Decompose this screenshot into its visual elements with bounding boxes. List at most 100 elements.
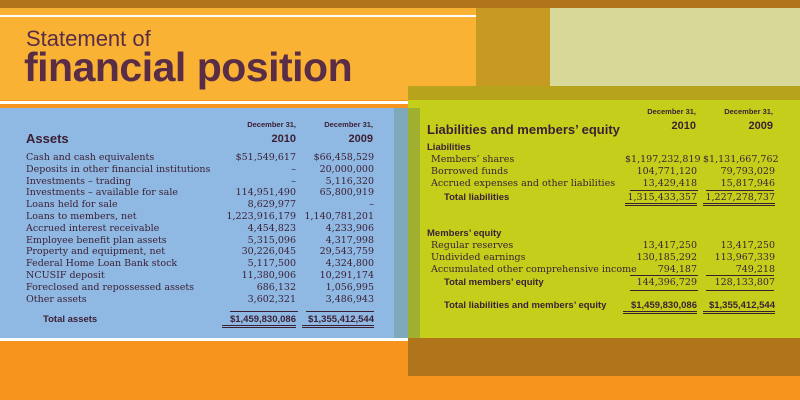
assets-col-2009-header: December 31, 2009 [324, 120, 373, 145]
liability-row: Borrowed funds 104,771,120 79,793,029 [427, 166, 777, 178]
asset-value-2010: 5,117,500 [247, 258, 296, 270]
asset-value-2010: – [291, 175, 296, 187]
liability-value-2010: $1,197,232,819 [625, 154, 701, 165]
grand-total-label: Total liabilities and members’ equity [444, 300, 607, 311]
title-line2: financial position [24, 44, 353, 90]
asset-value-2009: 20,000,000 [319, 163, 374, 175]
asset-value-2009: 4,233,906 [325, 222, 374, 234]
asset-label: Cash and cash equivalents [26, 152, 155, 163]
asset-row: Property and equipment, net 30,226,045 29,… [26, 246, 376, 258]
liability-value-2009: 79,793,029 [720, 166, 775, 177]
asset-row: Federal Home Loan Bank stock 5,117,500 4,3… [26, 258, 376, 270]
asset-row: NCUSIF deposit 11,380,906 10,291,174 [26, 270, 376, 282]
bottom-dark-block [408, 338, 800, 376]
asset-value-2009: $66,458,529 [313, 152, 374, 163]
asset-label: Accrued interest receivable [26, 222, 160, 234]
equity-value-2010: 130,185,292 [636, 252, 697, 263]
assets-panel [0, 108, 408, 338]
asset-value-2009: 4,317,998 [325, 234, 374, 246]
equity-total-row: Total members’ equity 144,396,729 128,13… [427, 277, 777, 289]
equity-total-2010: 144,396,729 [636, 277, 697, 288]
grand-total-2009: $1,355,412,544 [703, 300, 775, 314]
liab-total-2009: 1,227,278,737 [703, 192, 775, 206]
equity-value-2009: 749,218 [735, 264, 775, 275]
equity-subheading: Members’ equity [427, 228, 502, 239]
assets-panel-edge [394, 108, 408, 338]
white-line-mid [0, 101, 408, 104]
asset-value-2009: – [369, 199, 374, 211]
asset-row: Employee benefit plan assets 5,315,096 4,3… [26, 235, 376, 247]
equity-row: Undivided earnings 130,185,292 113,967,339 [427, 252, 777, 264]
asset-row: Accrued interest receivable 4,454,823 4,23… [26, 223, 376, 235]
liab-total-label: Total liabilities [444, 192, 510, 203]
asset-value-2010: 686,132 [256, 281, 296, 293]
equity-row: Accumulated other comprehensive income 79… [427, 264, 777, 276]
liability-label: Accrued expenses and other liabilities [431, 178, 616, 189]
asset-value-2010: 3,602,321 [247, 293, 296, 305]
liability-row: Accrued expenses and other liabilities 13… [427, 178, 777, 190]
asset-label: Deposits in other financial institutions [26, 163, 211, 175]
assets-total-2009: $1,355,412,544 [302, 314, 374, 328]
asset-label: Other assets [26, 293, 87, 305]
asset-value-2009: 4,324,800 [325, 258, 374, 270]
asset-value-2010: 5,315,096 [247, 234, 296, 246]
equity-value-2010: 794,187 [657, 264, 697, 275]
asset-label: Property and equipment, net [26, 246, 166, 258]
asset-value-2010: 8,629,977 [247, 199, 296, 211]
equity-total-rule-2009 [706, 275, 774, 276]
asset-value-2010: 1,223,916,179 [226, 211, 296, 222]
white-line-top [0, 15, 476, 17]
asset-row: Foreclosed and repossessed assets 686,132… [26, 282, 376, 294]
asset-row: Investments – available for sale 114,951,… [26, 187, 376, 199]
asset-value-2009: 10,291,174 [319, 270, 374, 281]
asset-label: Loans to members, net [26, 211, 137, 222]
asset-label: Federal Home Loan Bank stock [26, 258, 178, 270]
assets-total-label: Total assets [43, 314, 98, 325]
asset-row: Loans to members, net 1,223,916,179 1,140,… [26, 211, 376, 223]
liability-value-2009: $1,131,667,762 [703, 154, 779, 165]
assets-total-rule-2010 [230, 311, 298, 312]
asset-value-2010: 4,454,823 [247, 222, 296, 234]
asset-label: NCUSIF deposit [26, 270, 105, 281]
asset-row: Cash and cash equivalents $51,549,617 $66,… [26, 152, 376, 164]
assets-total-2010: $1,459,830,086 [222, 314, 296, 328]
assets-total-rule-2009 [306, 311, 374, 312]
asset-value-2009: 1,140,781,201 [304, 211, 374, 222]
liability-value-2009: 15,817,946 [720, 178, 775, 189]
grand-total-2010: $1,459,830,086 [623, 300, 697, 314]
header-light-panel [550, 8, 800, 86]
equity-total-label: Total members’ equity [444, 277, 544, 288]
asset-value-2010: 114,951,490 [235, 187, 296, 199]
asset-value-2009: 3,486,943 [325, 293, 374, 305]
equity-value-2009: 113,967,339 [714, 252, 775, 263]
asset-row: Investments – trading – 5,116,320 [26, 176, 376, 188]
equity-label: Regular reserves [431, 240, 514, 251]
asset-value-2009: 5,116,320 [325, 175, 374, 187]
grand-total-row: Total liabilities and members’ equity $1… [427, 300, 777, 314]
liab-total-row: Total liabilities 1,315,433,357 1,227,27… [427, 192, 777, 206]
assets-heading: Assets [26, 131, 69, 146]
liab-panel-left-strip [408, 108, 420, 338]
asset-row: Deposits in other financial institutions… [26, 164, 376, 176]
liab-heading: Liabilities and members’ equity [427, 122, 620, 137]
asset-row: Other assets 3,602,321 3,486,943 [26, 294, 376, 306]
liab-total-rule-2010 [630, 190, 698, 191]
equity-total-underline-2009 [706, 290, 774, 291]
equity-value-2009: 13,417,250 [720, 240, 775, 251]
liab-col-2010-header: December 31, 2010 [647, 107, 696, 132]
title-line1: Statement of [26, 26, 151, 51]
assets-col-2010-header: December 31, 2010 [247, 120, 296, 145]
equity-value-2010: 13,417,250 [642, 240, 697, 251]
asset-row: Loans held for sale 8,629,977 – [26, 199, 376, 211]
asset-label: Investments – trading [26, 175, 132, 187]
equity-total-2009: 128,133,807 [714, 277, 775, 288]
liability-row: Members’ shares $1,197,232,819 $1,131,667,… [427, 154, 779, 166]
liab-total-rule-2009 [706, 190, 774, 191]
asset-label: Foreclosed and repossessed assets [26, 281, 195, 293]
asset-value-2010: $51,549,617 [235, 152, 296, 163]
asset-value-2010: 11,380,906 [241, 270, 296, 281]
asset-value-2009: 29,543,759 [319, 246, 374, 258]
asset-label: Employee benefit plan assets [26, 234, 167, 246]
assets-total-row: Total assets $1,459,830,086 $1,355,412,5… [26, 314, 376, 328]
top-band [0, 0, 800, 8]
